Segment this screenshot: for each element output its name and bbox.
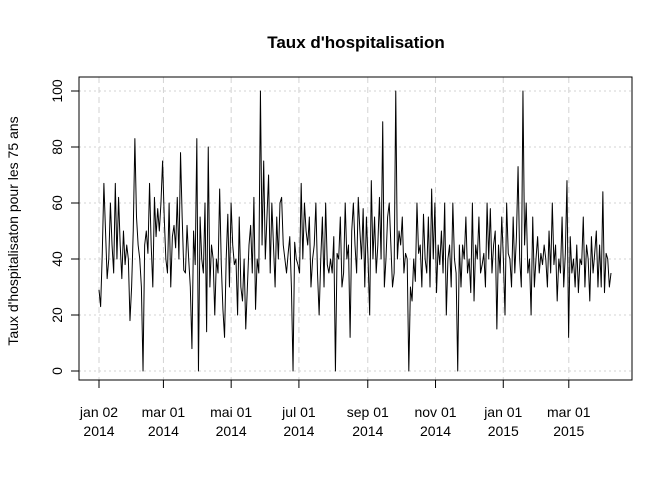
plot-frame	[78, 76, 633, 381]
x-tick-year: 2015	[553, 423, 584, 439]
x-tick-label: jan 02	[79, 404, 118, 420]
x-tick-year: 2014	[216, 423, 247, 439]
x-tick-year: 2014	[420, 423, 451, 439]
x-tick-label: mar 01	[547, 404, 591, 420]
x-tick-label: nov 01	[414, 404, 456, 420]
x-tick-year: 2014	[352, 423, 383, 439]
x-axis: jan 02 2014 mar 01 2014 mai 01 2014 jul 01 2014…	[79, 379, 591, 439]
x-tick-year: 2014	[83, 423, 114, 439]
x-tick-label: sep 01	[347, 404, 389, 420]
series-group	[98, 90, 612, 372]
grid-lines	[79, 77, 632, 380]
y-tick-label: 40	[49, 251, 65, 267]
x-tick-label: jan 01	[483, 404, 522, 420]
series-line	[98, 90, 612, 372]
x-tick-label: jul 01	[281, 404, 316, 420]
x-tick-year: 2014	[148, 423, 179, 439]
y-tick-label: 100	[49, 79, 65, 103]
chart-title: Taux d'hospitalisation	[267, 33, 445, 52]
x-tick-label: mai 01	[210, 404, 252, 420]
y-tick-label: 80	[49, 139, 65, 155]
x-tick-year: 2014	[283, 423, 314, 439]
x-tick-label: mar 01	[142, 404, 186, 420]
y-tick-label: 0	[49, 367, 65, 375]
y-tick-label: 60	[49, 195, 65, 211]
y-axis: 0 20 40 60 80 100	[49, 79, 80, 375]
x-tick-year: 2015	[488, 423, 519, 439]
y-axis-label: Taux d'hospitalisaton pour les 75 ans	[5, 116, 21, 345]
y-tick-label: 20	[49, 307, 65, 323]
